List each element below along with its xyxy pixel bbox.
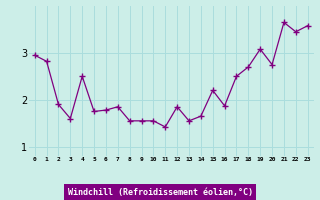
- Text: Windchill (Refroidissement éolien,°C): Windchill (Refroidissement éolien,°C): [68, 188, 252, 196]
